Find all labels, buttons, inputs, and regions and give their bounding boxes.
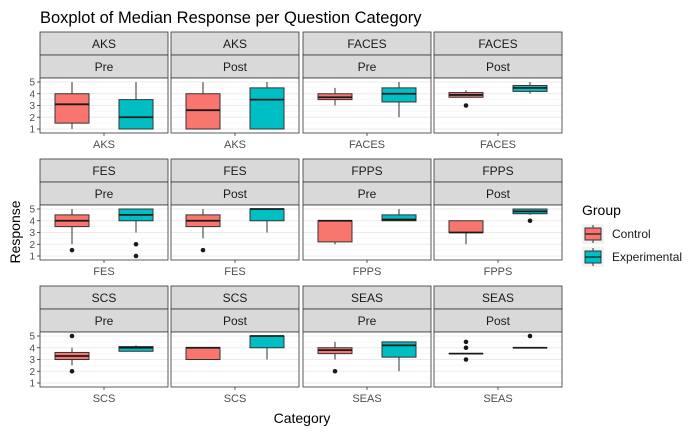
y-tick-label: 5 xyxy=(29,78,35,89)
strip-row-label: FPPS xyxy=(482,164,513,178)
x-tick-label: SEAS xyxy=(483,393,512,405)
x-tick-label: AKS xyxy=(93,139,115,151)
strip-row-label: FES xyxy=(92,164,115,178)
x-tick-label: FPPS xyxy=(484,266,513,278)
facet-panel: SEAS Post SEAS xyxy=(434,286,562,405)
box-control xyxy=(186,94,220,129)
outlier-point xyxy=(464,345,469,350)
outlier-point xyxy=(528,334,533,339)
x-tick-label: SCS xyxy=(93,393,116,405)
box-experimental xyxy=(382,88,416,102)
x-tick-label: FPPS xyxy=(353,266,382,278)
box-experimental xyxy=(250,209,284,221)
y-tick-label: 2 xyxy=(29,367,35,378)
strip-row-label: FACES xyxy=(347,37,386,51)
box-experimental xyxy=(250,336,284,348)
x-tick-label: AKS xyxy=(224,139,246,151)
strip-col-label: Post xyxy=(486,314,511,328)
x-axis-label: Category xyxy=(274,410,331,426)
strip-row-label: AKS xyxy=(92,37,116,51)
strip-row-label: SEAS xyxy=(351,291,383,305)
box-experimental xyxy=(382,342,416,357)
strip-col-label: Pre xyxy=(358,60,377,74)
legend-title: Group xyxy=(582,202,621,218)
box-experimental xyxy=(250,88,284,129)
box-experimental xyxy=(119,100,153,129)
x-tick-label: SEAS xyxy=(352,393,381,405)
y-tick-label: 4 xyxy=(29,89,35,100)
x-tick-label: FACES xyxy=(349,139,385,151)
outlier-point xyxy=(134,242,139,247)
strip-col-label: Post xyxy=(223,60,248,74)
box-control xyxy=(186,348,220,360)
strip-col-label: Pre xyxy=(95,187,114,201)
outlier-point xyxy=(333,369,338,374)
strip-col-label: Pre xyxy=(358,187,377,201)
facet-panel: FACES Post FACES xyxy=(434,32,562,151)
box-control xyxy=(318,221,352,242)
strip-row-label: FPPS xyxy=(351,164,382,178)
facet-panels: AKSPre12345AKSAKSPostAKSFACESPreFACESFAC… xyxy=(29,32,562,405)
y-tick-label: 4 xyxy=(29,216,35,227)
outlier-point xyxy=(528,218,533,223)
facet-panel: SCS Post SCS xyxy=(171,286,299,405)
outlier-point xyxy=(70,369,75,374)
legend-label: Experimental xyxy=(612,250,682,264)
facet-panel: FPPS Pre FPPS xyxy=(303,159,431,278)
strip-row-label: AKS xyxy=(223,37,247,51)
facet-panel: FES Post FES xyxy=(171,159,299,278)
y-tick-label: 2 xyxy=(29,240,35,251)
facet-panel: SEAS Pre SEAS xyxy=(303,286,431,405)
strip-row-label: SCS xyxy=(223,291,248,305)
y-tick-label: 3 xyxy=(29,101,35,112)
strip-col-label: Pre xyxy=(95,60,114,74)
y-tick-label: 3 xyxy=(29,228,35,239)
box-control xyxy=(55,94,89,123)
box-control xyxy=(449,221,483,233)
x-tick-label: FES xyxy=(224,266,245,278)
y-tick-label: 4 xyxy=(29,343,35,354)
strip-row-label: SEAS xyxy=(482,291,514,305)
chart-title: Boxplot of Median Response per Question … xyxy=(40,9,422,27)
outlier-point xyxy=(134,254,139,259)
facet-panel: FPPS Post FPPS xyxy=(434,159,562,278)
strip-col-label: Pre xyxy=(95,314,114,328)
strip-col-label: Post xyxy=(223,314,248,328)
y-tick-label: 5 xyxy=(29,332,35,343)
outlier-point xyxy=(70,248,75,253)
y-tick-label: 3 xyxy=(29,355,35,366)
x-tick-label: FACES xyxy=(480,139,516,151)
strip-col-label: Post xyxy=(223,187,248,201)
strip-row-label: FACES xyxy=(478,37,517,51)
x-tick-label: FES xyxy=(93,266,114,278)
facet-panel: AKS Post AKS xyxy=(171,32,299,151)
outlier-point xyxy=(201,248,206,253)
y-axis-label: Response xyxy=(7,200,23,263)
y-tick-label: 2 xyxy=(29,113,35,124)
y-tick-label: 5 xyxy=(29,205,35,216)
strip-row-label: FES xyxy=(223,164,246,178)
outlier-point xyxy=(464,103,469,108)
y-tick-label: 1 xyxy=(29,379,35,390)
facet-panel: FACES Pre FACES xyxy=(303,32,431,151)
legend-label: Control xyxy=(612,227,651,241)
strip-col-label: Post xyxy=(486,187,511,201)
strip-row-label: SCS xyxy=(92,291,117,305)
outlier-point xyxy=(70,334,75,339)
y-tick-label: 1 xyxy=(29,125,35,136)
y-tick-label: 1 xyxy=(29,252,35,263)
outlier-point xyxy=(464,357,469,362)
legend: Group Control Experimental xyxy=(582,202,682,267)
strip-col-label: Pre xyxy=(358,314,377,328)
strip-col-label: Post xyxy=(486,60,511,74)
x-tick-label: SCS xyxy=(224,393,247,405)
outlier-point xyxy=(464,340,469,345)
